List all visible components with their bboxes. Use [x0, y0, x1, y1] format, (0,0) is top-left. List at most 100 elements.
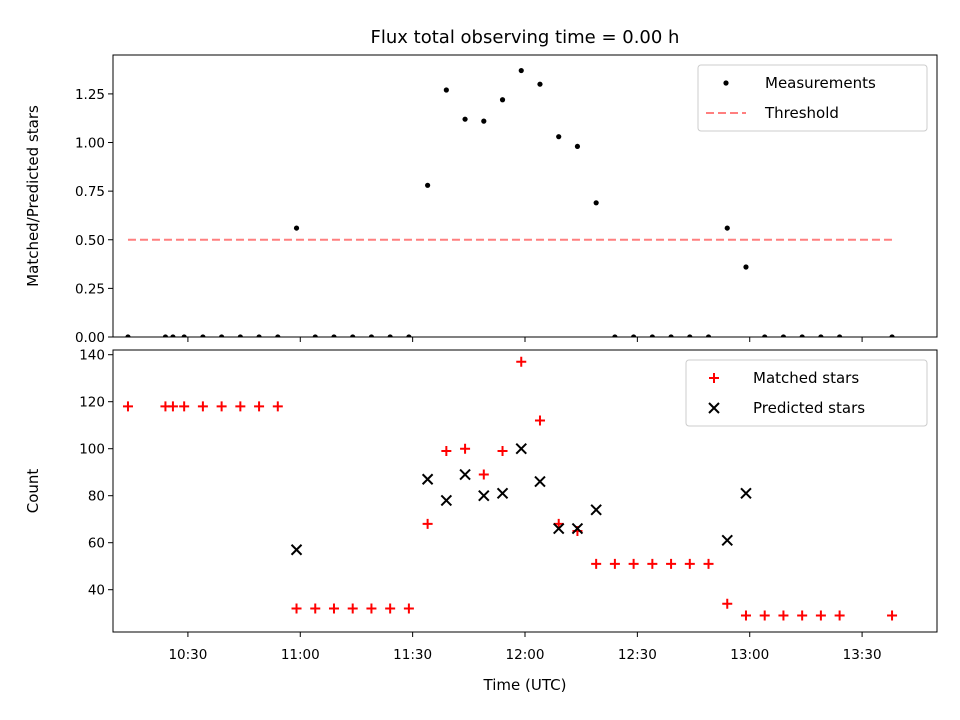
data-point	[366, 603, 377, 614]
data-point	[724, 225, 730, 231]
data-point	[170, 334, 176, 337]
legend-label: Threshold	[764, 104, 839, 122]
data-point	[609, 558, 620, 569]
y-tick-label: 100	[79, 442, 105, 458]
data-point	[387, 334, 393, 337]
panel-1: 0.00 0.25 0.50 0.75 1.00 1.25 Matched/Predicte…	[24, 54, 938, 346]
y-tick-label: 140	[79, 348, 105, 364]
data-point	[721, 534, 733, 547]
data-point	[612, 334, 618, 337]
data-point	[197, 401, 208, 412]
data-point	[574, 143, 581, 150]
data-point	[553, 522, 565, 535]
x-tick-label: 13:00	[730, 647, 769, 663]
x-tick-label: 11:00	[281, 647, 320, 663]
data-point	[759, 610, 770, 621]
data-point	[422, 518, 433, 529]
data-point	[518, 67, 524, 74]
x-tick-label: 11:30	[393, 647, 432, 663]
data-point	[778, 610, 789, 621]
data-point	[421, 473, 434, 485]
data-point	[478, 469, 489, 480]
data-point	[122, 401, 133, 412]
data-point	[818, 334, 824, 337]
data-point	[743, 264, 749, 270]
data-point	[740, 610, 751, 621]
y-tick-label: 0.25	[75, 281, 105, 297]
data-point	[499, 97, 506, 103]
y-tick-label: 120	[79, 395, 105, 411]
data-point	[649, 334, 655, 337]
y-tick-label: 60	[88, 536, 105, 552]
data-point	[705, 334, 712, 337]
data-point	[534, 475, 546, 488]
axes-frame	[112, 349, 938, 633]
data-point	[515, 442, 527, 455]
y-tick-label: 0.75	[75, 184, 105, 200]
data-point	[441, 446, 452, 457]
data-layer	[125, 67, 895, 337]
data-point	[406, 334, 412, 337]
data-point	[459, 468, 471, 481]
data-point	[443, 87, 449, 93]
data-point	[200, 334, 206, 337]
data-point	[837, 334, 843, 337]
data-point	[516, 356, 527, 367]
legend-label: Measurements	[765, 74, 876, 92]
legend-box	[697, 64, 928, 132]
legend-marker	[709, 373, 719, 383]
series-matched-stars	[122, 356, 898, 621]
data-point	[889, 334, 895, 337]
data-point	[462, 116, 468, 122]
data-point	[631, 334, 637, 337]
plots-layer: 0.00 0.25 0.50 0.75 1.00 1.25 Matched/Predicte…	[24, 54, 938, 694]
y-tick-label: 0.00	[75, 330, 105, 346]
data-point	[478, 489, 490, 502]
data-point	[481, 118, 487, 124]
data-point	[237, 334, 243, 337]
data-point	[591, 558, 602, 569]
series-predicted-stars	[290, 442, 752, 556]
data-point	[628, 558, 639, 569]
data-point	[780, 334, 787, 337]
data-point	[385, 603, 396, 614]
data-point	[179, 401, 190, 412]
data-point	[235, 401, 246, 412]
data-point	[537, 81, 543, 87]
series-measurements	[125, 67, 895, 337]
data-point	[272, 401, 283, 412]
data-point	[460, 443, 471, 454]
legend-box	[685, 359, 928, 427]
legend: Measurements Threshold	[697, 64, 928, 132]
data-point	[666, 558, 677, 569]
y-axis-label: Matched/Predicted stars	[24, 105, 42, 287]
legend-label: Matched stars	[753, 369, 859, 387]
data-point	[125, 334, 131, 337]
x-tick-label: 13:30	[843, 647, 882, 663]
data-point	[347, 603, 358, 614]
legend-label: Predicted stars	[753, 399, 865, 417]
data-point	[293, 225, 300, 231]
legend-marker	[723, 80, 729, 86]
figure-title: Flux total observing time = 0.00 h	[371, 27, 680, 48]
y-tick-label: 0.50	[75, 233, 105, 249]
axes-frame	[112, 54, 938, 338]
data-point	[254, 401, 265, 412]
data-point	[647, 558, 658, 569]
legend-marker	[708, 402, 720, 414]
y-axis-label: Count	[24, 469, 42, 514]
data-point	[593, 200, 599, 206]
data-layer	[122, 356, 898, 621]
data-point	[496, 487, 509, 500]
data-point	[425, 182, 431, 188]
data-point	[350, 334, 356, 337]
x-axis-label: Time (UTC)	[483, 676, 567, 694]
x-tick-label: 12:00	[506, 647, 545, 663]
data-point	[440, 494, 453, 507]
data-point	[256, 334, 262, 337]
data-point	[167, 401, 178, 412]
data-point	[556, 134, 562, 140]
y-tick-label: 1.00	[75, 136, 105, 152]
data-point	[331, 334, 337, 337]
